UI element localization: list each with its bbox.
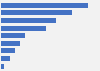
- Bar: [0, 3, 88, 8]
- Bar: [0, 33, 25, 38]
- Bar: [0, 41, 20, 46]
- Bar: [0, 64, 4, 69]
- Bar: [0, 10, 72, 15]
- Bar: [0, 18, 56, 23]
- Bar: [0, 26, 46, 31]
- Bar: [0, 56, 10, 61]
- Bar: [0, 48, 15, 53]
